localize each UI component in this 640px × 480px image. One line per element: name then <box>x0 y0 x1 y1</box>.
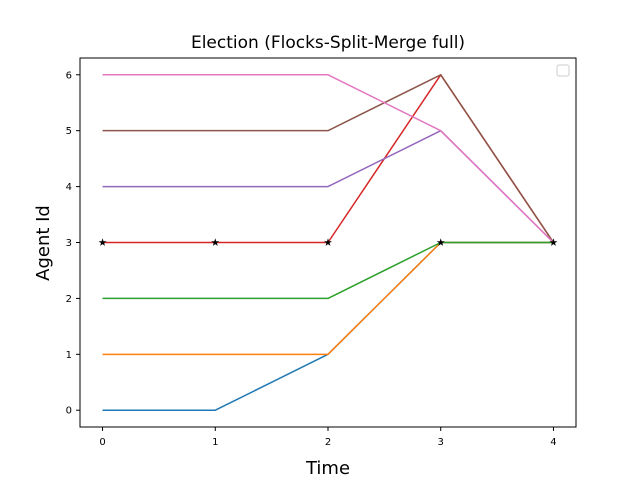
series-line-4 <box>102 129 554 244</box>
y-tick-label-0: 0 <box>66 406 72 417</box>
y-tick-label-1: 1 <box>66 350 72 361</box>
y-tick-label-4: 4 <box>66 182 72 193</box>
star-marker-0 <box>98 238 107 246</box>
series-line-0 <box>102 241 554 411</box>
x-tick-label-3: 3 <box>438 437 444 448</box>
x-tick-label-2: 2 <box>325 437 331 448</box>
legend-box <box>556 64 570 77</box>
y-tick-label-2: 2 <box>66 294 72 305</box>
x-tick-label-4: 4 <box>550 437 556 448</box>
y-axis-label: Agent Id <box>33 205 54 281</box>
star-marker-4 <box>549 238 558 246</box>
star-marker-3 <box>436 238 445 246</box>
chart-title: Election (Flocks-Split-Merge full) <box>191 33 465 53</box>
series-line-3 <box>102 74 555 244</box>
series-line-5 <box>102 74 555 243</box>
series-line-2 <box>102 241 554 300</box>
y-tick-label-5: 5 <box>66 126 72 137</box>
plot-area <box>98 74 558 411</box>
y-tick-label-3: 3 <box>66 238 72 249</box>
x-tick-label-1: 1 <box>212 437 218 448</box>
x-axis-label: Time <box>305 458 350 479</box>
star-marker-2 <box>324 238 332 246</box>
series-line-6 <box>102 74 554 244</box>
x-tick-label-0: 0 <box>99 437 105 448</box>
y-tick-label-6: 6 <box>66 70 72 81</box>
star-marker-1 <box>211 238 220 246</box>
axes: 0 1 2 3 4 0 1 2 3 4 5 6 <box>66 57 577 448</box>
